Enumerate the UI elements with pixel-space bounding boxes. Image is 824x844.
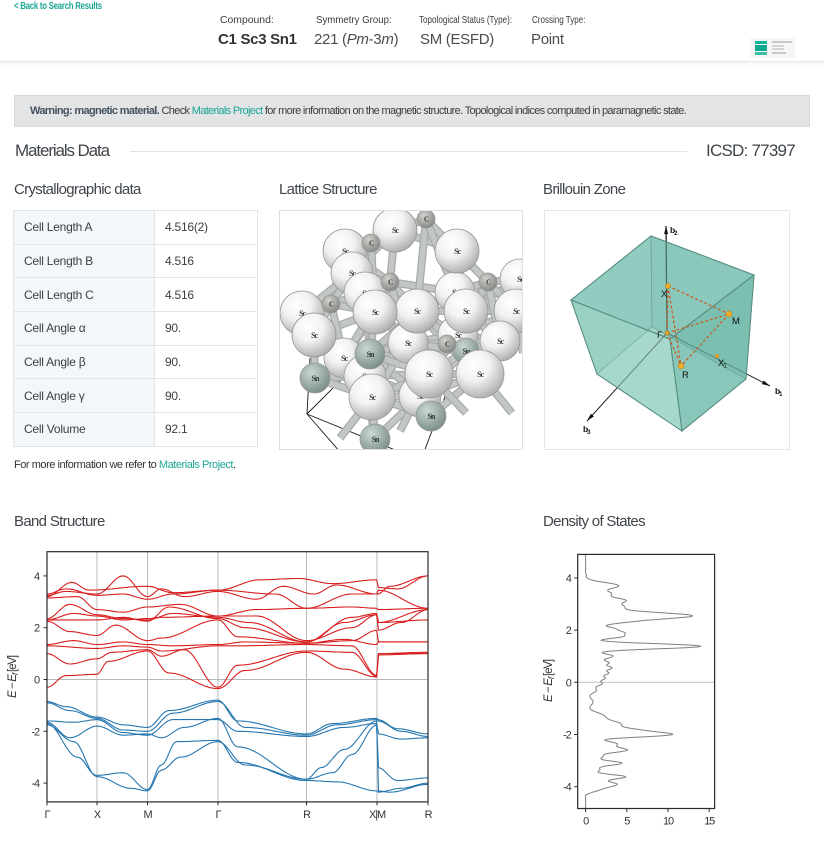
svg-text:Sc: Sc bbox=[463, 307, 470, 316]
svg-text:C: C bbox=[369, 240, 374, 248]
svg-text:Sn: Sn bbox=[367, 350, 375, 359]
svg-text:Sc: Sc bbox=[342, 247, 349, 256]
svg-text:-4: -4 bbox=[563, 782, 572, 794]
svg-text:R: R bbox=[303, 809, 311, 821]
svg-text:C: C bbox=[388, 279, 393, 287]
svg-text:Sc: Sc bbox=[455, 331, 462, 340]
svg-text:Sc: Sc bbox=[513, 307, 520, 316]
svg-text:X: X bbox=[94, 809, 102, 821]
svg-text:M: M bbox=[143, 809, 152, 821]
svg-text:15: 15 bbox=[704, 816, 715, 828]
svg-text:b1: b1 bbox=[775, 386, 783, 398]
svg-text:b3: b3 bbox=[583, 424, 591, 436]
svg-text:Sc: Sc bbox=[392, 226, 399, 235]
svg-text:Sn: Sn bbox=[428, 412, 436, 421]
svg-text:Sn: Sn bbox=[463, 347, 471, 356]
svg-text:Sc: Sc bbox=[477, 370, 484, 379]
svg-text:0: 0 bbox=[583, 816, 589, 828]
svg-text:Sc: Sc bbox=[341, 354, 348, 363]
svg-text:M: M bbox=[732, 316, 740, 327]
svg-text:10: 10 bbox=[663, 816, 674, 828]
svg-text:C: C bbox=[424, 216, 429, 224]
svg-text:Sc: Sc bbox=[426, 370, 433, 379]
svg-text:-4: -4 bbox=[31, 778, 40, 790]
svg-text:2: 2 bbox=[34, 623, 40, 635]
svg-text:Sc: Sc bbox=[497, 337, 504, 346]
svg-text:C: C bbox=[486, 279, 491, 287]
svg-text:Sc: Sc bbox=[372, 308, 379, 317]
svg-text:R: R bbox=[425, 809, 433, 821]
svg-text:E − Ef [eV]: E − Ef [eV] bbox=[543, 659, 556, 702]
svg-text:Sn: Sn bbox=[372, 435, 380, 444]
svg-text:4: 4 bbox=[566, 573, 572, 585]
svg-text:Γ: Γ bbox=[657, 330, 662, 341]
svg-text:5: 5 bbox=[624, 816, 630, 828]
svg-text:Sc: Sc bbox=[454, 247, 461, 256]
svg-text:Sc: Sc bbox=[405, 339, 412, 348]
svg-text:Γ: Γ bbox=[216, 809, 222, 821]
svg-text:Sc: Sc bbox=[517, 275, 523, 284]
svg-text:Sc: Sc bbox=[299, 309, 306, 318]
svg-text:Sc: Sc bbox=[369, 393, 376, 402]
svg-text:E − Ef [eV]: E − Ef [eV] bbox=[7, 655, 20, 698]
svg-text:b2: b2 bbox=[670, 225, 678, 237]
svg-text:4: 4 bbox=[34, 571, 40, 583]
svg-text:0: 0 bbox=[566, 677, 572, 689]
svg-text:Γ: Γ bbox=[45, 809, 51, 821]
svg-text:0: 0 bbox=[34, 675, 40, 687]
svg-text:X: X bbox=[661, 289, 668, 300]
svg-text:Sc: Sc bbox=[414, 307, 421, 316]
svg-text:Sn: Sn bbox=[312, 374, 320, 383]
svg-text:Sc: Sc bbox=[311, 331, 318, 340]
svg-text:-2: -2 bbox=[31, 726, 40, 738]
svg-text:Sc: Sc bbox=[349, 269, 356, 278]
svg-text:R: R bbox=[682, 370, 689, 381]
svg-text:X|M: X|M bbox=[369, 809, 386, 821]
svg-text:C: C bbox=[445, 341, 450, 349]
svg-text:2: 2 bbox=[566, 625, 572, 637]
svg-text:C: C bbox=[329, 301, 334, 309]
svg-text:-2: -2 bbox=[563, 730, 572, 742]
